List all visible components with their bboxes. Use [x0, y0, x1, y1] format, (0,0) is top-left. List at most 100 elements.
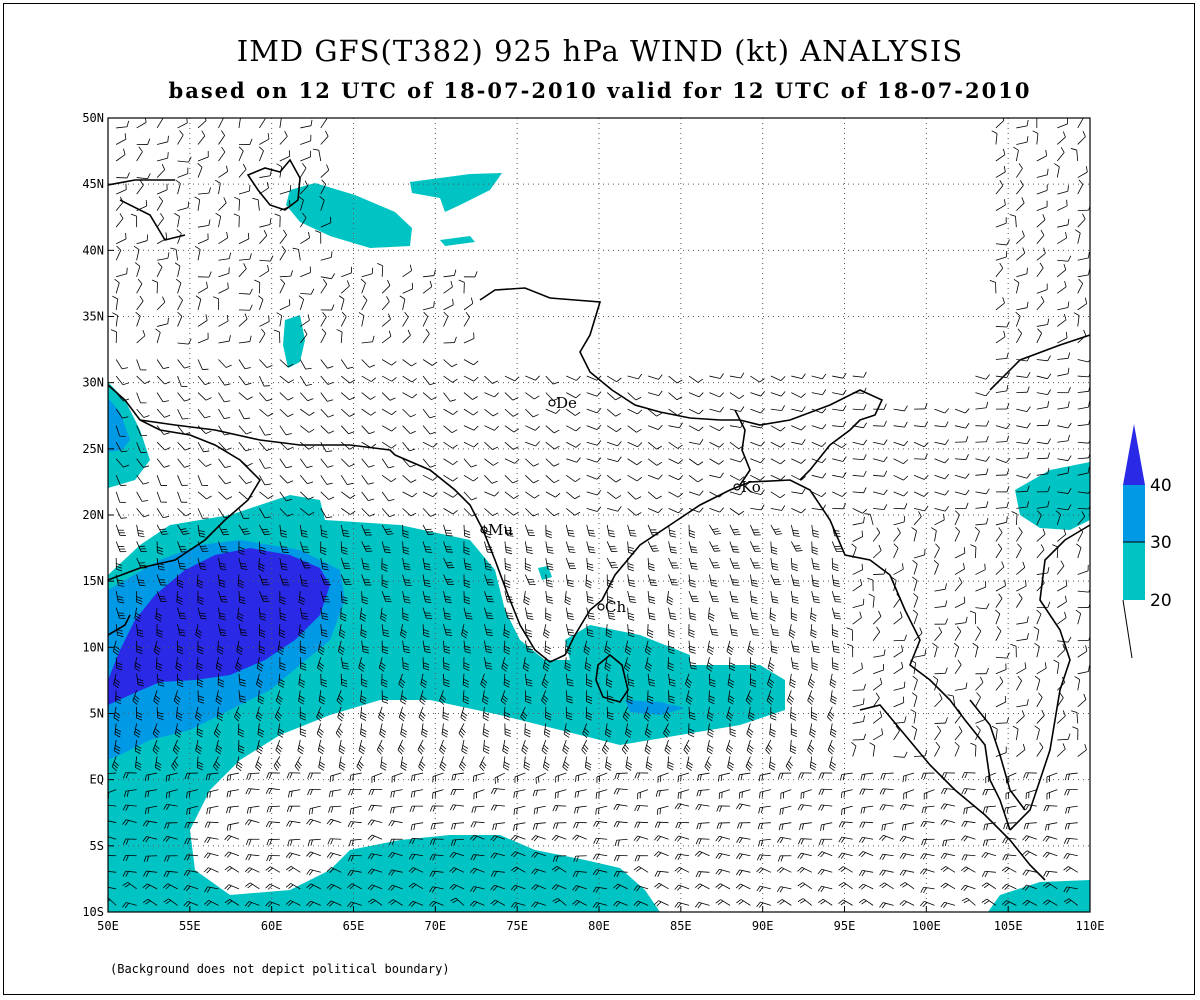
wind-barb — [709, 574, 718, 587]
wind-barb — [115, 148, 126, 162]
wind-barb — [429, 838, 444, 845]
wind-barb — [114, 723, 122, 738]
wind-barb — [152, 723, 160, 738]
wind-barb — [1073, 312, 1080, 327]
wind-barb — [893, 527, 901, 542]
wind-barb — [490, 852, 505, 859]
wind-barb — [858, 898, 874, 906]
wind-barb — [320, 375, 334, 385]
wind-barb — [688, 425, 704, 432]
wind-barb — [300, 288, 315, 295]
wind-barb — [259, 524, 271, 536]
wind-barb — [1057, 595, 1067, 608]
wind-barb — [422, 541, 433, 553]
wind-barb — [566, 441, 581, 448]
wind-barb — [458, 279, 465, 294]
wind-barb — [258, 607, 267, 621]
wind-barb — [136, 508, 150, 518]
wind-barb — [767, 657, 775, 672]
wind-barb — [899, 835, 915, 842]
wind-barb — [975, 517, 989, 526]
wind-barb — [797, 804, 812, 811]
wind-barb — [279, 607, 287, 621]
wind-barb — [122, 881, 137, 890]
wind-barb — [750, 391, 765, 397]
wind-barb — [319, 196, 325, 211]
wind-barb — [995, 593, 1003, 608]
wind-barb — [613, 788, 628, 795]
wind-barb — [218, 231, 229, 245]
wind-barb — [623, 657, 631, 672]
wind-barb — [666, 591, 674, 606]
wind-barb — [300, 180, 309, 195]
wind-barb — [756, 867, 772, 874]
wind-barb — [135, 756, 142, 771]
y-tick-label: 5S — [90, 839, 104, 853]
wind-barb — [995, 579, 1006, 592]
wind-barb — [473, 789, 485, 800]
wind-barb — [320, 304, 335, 311]
wind-barb — [327, 838, 342, 845]
wind-barb — [1016, 473, 1031, 479]
wind-barb — [408, 867, 424, 874]
wind-barb — [914, 453, 928, 460]
wind-barb — [759, 789, 771, 799]
wind-barb — [975, 401, 989, 410]
wind-barb — [197, 118, 207, 129]
wind-barb — [736, 803, 751, 810]
wind-barb — [1016, 247, 1026, 261]
wind-barb — [586, 474, 602, 480]
wind-barb — [838, 852, 853, 859]
wind-barb — [459, 756, 467, 772]
wind-barb — [1056, 743, 1066, 757]
wind-barb — [1036, 247, 1046, 261]
wind-barb — [586, 673, 593, 688]
wind-barb — [736, 822, 751, 829]
wind-barb — [621, 739, 630, 755]
wind-barb — [320, 673, 327, 688]
wind-barb — [954, 510, 960, 526]
wind-barb — [463, 574, 471, 588]
wind-barb — [674, 866, 690, 873]
wind-barb — [995, 352, 1009, 360]
wind-barb — [1057, 434, 1070, 443]
wind-barb — [1070, 148, 1079, 162]
wind-barb — [326, 900, 342, 907]
wind-barb — [482, 690, 489, 705]
wind-barb — [831, 557, 839, 572]
wind-barb — [1022, 850, 1037, 857]
wind-barb — [668, 441, 683, 449]
wind-barb — [737, 772, 751, 781]
wind-barb — [298, 196, 304, 211]
wind-barb — [443, 557, 455, 569]
wind-barb — [113, 739, 121, 755]
wind-barb — [688, 392, 704, 398]
wind-barb — [136, 392, 147, 404]
wind-barb — [513, 789, 526, 799]
wind-barb — [110, 329, 117, 343]
wind-barb — [156, 673, 165, 687]
wind-barb — [545, 574, 553, 588]
wind-barb — [790, 541, 803, 552]
wind-barb — [954, 436, 969, 443]
wind-barb — [116, 267, 128, 278]
wind-barb — [112, 312, 119, 327]
wind-barb — [136, 541, 148, 552]
wind-barb — [429, 886, 444, 893]
wind-barb — [1057, 579, 1068, 592]
legend-arrow-40 — [1123, 424, 1145, 485]
wind-barb — [314, 230, 322, 244]
wind-barb — [1023, 822, 1037, 830]
wind-barb — [770, 405, 785, 411]
wind-barb — [777, 855, 792, 862]
wind-barb — [165, 789, 178, 799]
wind-barb — [196, 756, 204, 771]
wind-barb — [736, 899, 751, 906]
wind-barb — [748, 706, 755, 722]
wind-barb — [1077, 693, 1087, 708]
wind-barb — [893, 645, 904, 658]
wind-barb — [177, 167, 189, 178]
wind-barb — [463, 332, 475, 344]
wind-barb — [238, 184, 251, 195]
wind-barb — [443, 408, 458, 415]
